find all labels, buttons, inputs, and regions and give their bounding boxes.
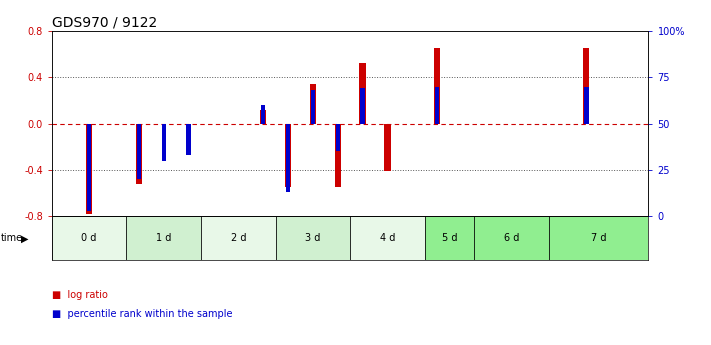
Bar bbox=[261, 105, 265, 124]
Bar bbox=[360, 63, 365, 124]
Text: 7 d: 7 d bbox=[591, 234, 606, 244]
Bar bbox=[137, 124, 141, 179]
Text: GDS970 / 9122: GDS970 / 9122 bbox=[52, 16, 157, 30]
Bar bbox=[186, 124, 191, 155]
Bar bbox=[584, 87, 589, 124]
Bar bbox=[351, 216, 424, 260]
Bar bbox=[87, 124, 92, 211]
Text: ▶: ▶ bbox=[21, 234, 29, 244]
Bar bbox=[127, 216, 201, 260]
Text: 3 d: 3 d bbox=[305, 234, 321, 244]
Bar bbox=[311, 90, 315, 124]
Text: ■  log ratio: ■ log ratio bbox=[52, 290, 108, 300]
Text: 1 d: 1 d bbox=[156, 234, 171, 244]
Bar bbox=[336, 124, 340, 151]
Bar bbox=[549, 216, 648, 260]
Bar bbox=[52, 216, 127, 260]
Text: time: time bbox=[1, 234, 23, 244]
Bar bbox=[86, 124, 92, 214]
Text: 0 d: 0 d bbox=[82, 234, 97, 244]
Bar bbox=[285, 124, 291, 187]
Bar bbox=[474, 216, 549, 260]
Text: 5 d: 5 d bbox=[442, 234, 457, 244]
Bar bbox=[583, 48, 589, 124]
Bar bbox=[161, 124, 166, 161]
Bar bbox=[385, 124, 390, 171]
Bar bbox=[136, 124, 142, 184]
Text: ■  percentile rank within the sample: ■ percentile rank within the sample bbox=[52, 309, 232, 319]
Bar bbox=[201, 216, 276, 260]
Text: 4 d: 4 d bbox=[380, 234, 395, 244]
Bar bbox=[310, 84, 316, 124]
Bar bbox=[434, 48, 440, 124]
Bar bbox=[435, 87, 439, 124]
Bar bbox=[360, 89, 365, 124]
Bar bbox=[260, 110, 267, 124]
Text: 2 d: 2 d bbox=[230, 234, 246, 244]
Bar bbox=[424, 216, 474, 260]
Bar bbox=[286, 124, 290, 192]
Bar bbox=[335, 124, 341, 187]
Text: 6 d: 6 d bbox=[504, 234, 520, 244]
Bar bbox=[276, 216, 350, 260]
